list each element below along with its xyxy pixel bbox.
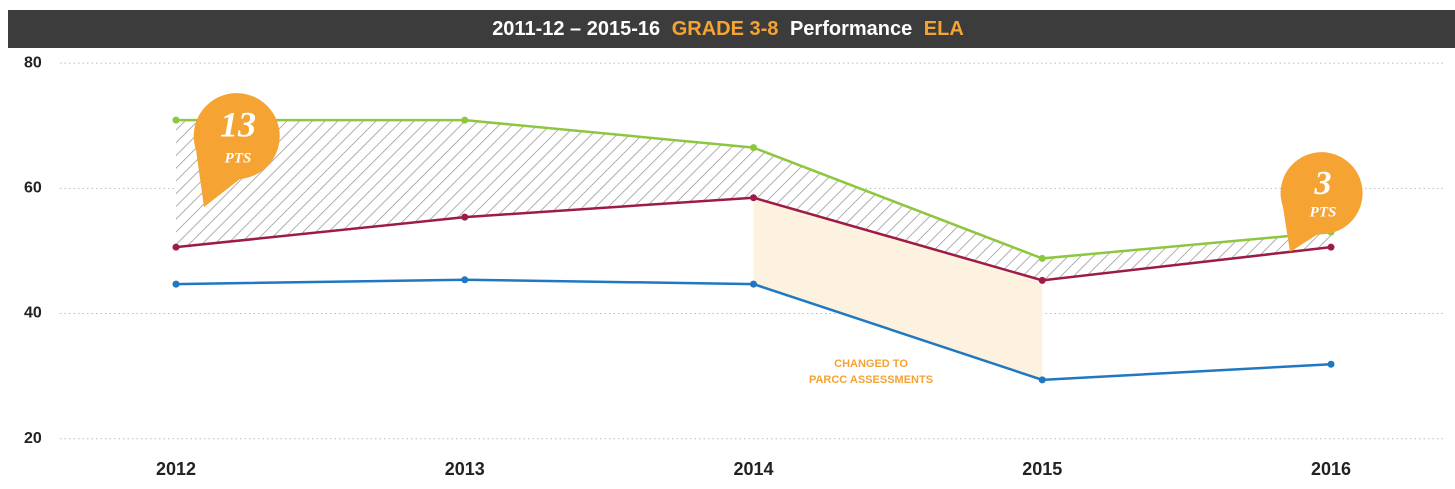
plot: 20 40 60 80 2012 2013 2014 2015 2016 [24, 54, 1445, 479]
title-part: Performance [790, 18, 912, 40]
y-tick-label: 60 [24, 180, 42, 197]
y-tick-label: 20 [24, 430, 42, 447]
x-tick-label: 2012 [156, 459, 196, 479]
point [750, 194, 757, 202]
point [172, 243, 180, 251]
note: PARCC ASSESSMENTS [809, 374, 933, 386]
point [1038, 254, 1046, 262]
annotations: 13 PTS 3 PTS CHANGED TO PARCC ASSESSMENT… [193, 93, 1363, 386]
callout-value: 3 [1314, 165, 1332, 202]
x-tick-label: 2014 [733, 459, 773, 479]
title-part: ELA [924, 18, 964, 40]
point [172, 280, 180, 288]
x-tick-label: 2013 [445, 459, 485, 479]
point [461, 213, 469, 221]
note: CHANGED TO [834, 358, 908, 370]
change-area [753, 197, 1043, 380]
y-tick-label: 80 [24, 54, 42, 71]
callout-bubble [193, 93, 280, 207]
title-part: GRADE 3-8 [672, 18, 779, 40]
gap-area [176, 120, 1331, 281]
y-tick-label: 40 [24, 305, 42, 322]
point [172, 116, 180, 124]
callout-bubble [1280, 152, 1363, 252]
point [1327, 360, 1335, 368]
point [461, 276, 469, 284]
point [1327, 243, 1335, 251]
chart-title: 2011-12 – 2015-16 GRADE 3-8 Performance … [492, 18, 964, 40]
title-bar [8, 10, 1455, 48]
point [750, 144, 757, 152]
point [461, 116, 469, 124]
title-part: 2011-12 – 2015-16 [492, 18, 660, 40]
point [750, 280, 757, 288]
callout-value: 13 [220, 104, 256, 144]
point [1038, 376, 1046, 384]
series-line [175, 278, 1332, 382]
point [1038, 276, 1046, 284]
callout-unit: PTS [225, 150, 252, 166]
x-tick-label: 2016 [1311, 459, 1351, 479]
x-tick-label: 2015 [1022, 459, 1062, 479]
callout-unit: PTS [1310, 204, 1337, 220]
